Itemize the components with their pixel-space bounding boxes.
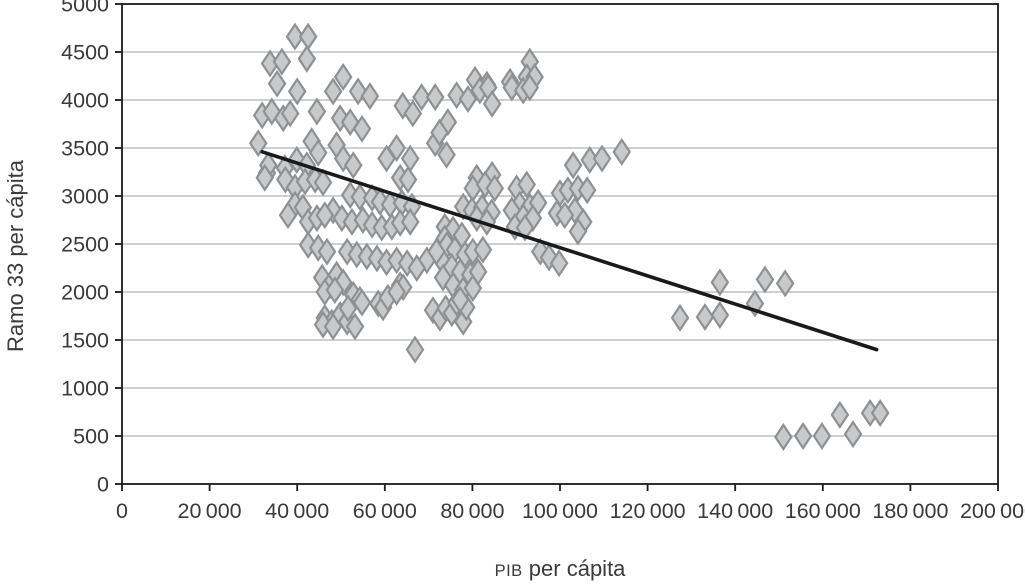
data-point-diamond	[775, 269, 795, 298]
data-point-diamond	[333, 62, 353, 91]
data-point-diamond	[405, 335, 425, 364]
x-axis-title: PIB per cápita	[122, 556, 998, 582]
y-axis-title: Ramo 33 per cápita	[3, 160, 28, 352]
data-point-diamond	[710, 268, 730, 297]
data-point-diamond	[338, 294, 358, 323]
x-tick-label: 160 000	[785, 499, 861, 523]
data-point-diamond	[343, 151, 363, 180]
y-tick-label: 1000	[61, 377, 109, 401]
data-point-diamond	[272, 47, 292, 76]
y-tick-label: 500	[73, 425, 109, 449]
y-tick-label: 0	[97, 473, 109, 497]
y-tick-label: 3500	[61, 137, 109, 161]
data-point-diamond	[458, 85, 478, 114]
x-tick-label: 40 000	[265, 499, 329, 523]
data-point-diamond	[843, 420, 863, 449]
data-point-diamond	[482, 89, 502, 118]
data-point-diamond	[577, 176, 597, 205]
data-point-diamond	[323, 77, 343, 106]
data-point-diamond	[695, 302, 715, 331]
data-point-diamond	[485, 174, 505, 203]
y-tick-label: 2500	[61, 233, 109, 257]
data-point-diamond	[400, 144, 420, 173]
data-point-diamond	[450, 285, 470, 314]
data-point-diamond	[793, 422, 813, 450]
x-tick-label: 80 000	[440, 499, 504, 523]
x-tick-label: 60 000	[353, 499, 417, 523]
data-point-diamond	[350, 182, 370, 211]
data-point-diamond	[313, 168, 333, 197]
data-point-diamond	[407, 254, 427, 282]
data-point-diamond	[427, 237, 446, 266]
data-point-diamond	[774, 422, 793, 451]
data-point-diamond	[710, 301, 730, 330]
data-point-diamond	[298, 230, 318, 259]
x-tick-label: 100 000	[522, 499, 598, 523]
data-point-diamond	[267, 69, 287, 98]
data-point-diamond	[387, 278, 406, 306]
x-tick-label: 200 000	[960, 499, 1025, 523]
data-point-diamond	[870, 398, 890, 427]
data-point-diamond	[412, 83, 431, 112]
y-tick-label: 5000	[61, 0, 109, 17]
y-tick-label: 4500	[61, 41, 109, 65]
y-tick-label: 3000	[61, 185, 109, 209]
data-point-diamond	[463, 274, 483, 303]
data-point-diamond	[430, 118, 449, 147]
data-point-diamond	[549, 249, 569, 278]
data-point-diamond	[345, 312, 365, 341]
data-point-diamond	[323, 312, 343, 341]
y-tick-label: 2000	[61, 281, 109, 305]
y-tick-label: 4000	[61, 89, 109, 113]
y-tick-label: 1500	[61, 329, 109, 353]
data-point-diamond	[612, 137, 632, 166]
trend-line	[260, 150, 879, 352]
data-point-diamond	[670, 303, 690, 332]
data-point-diamond	[473, 235, 493, 264]
data-point-diamond	[255, 163, 275, 192]
data-point-diamond	[297, 44, 317, 73]
data-point-diamond	[377, 144, 396, 173]
data-point-diamond	[812, 422, 832, 450]
data-point-diamond	[477, 207, 497, 236]
x-tick-label: 140 000	[697, 499, 773, 523]
data-point-diamond	[425, 83, 445, 112]
data-point-diamond	[502, 73, 522, 102]
x-tick-label: 180 000	[872, 499, 948, 523]
data-point-diamond	[285, 22, 305, 51]
data-point-diamond	[308, 138, 328, 167]
data-point-diamond	[400, 207, 420, 236]
data-point-diamond	[437, 140, 456, 169]
data-point-diamond	[287, 77, 307, 106]
data-point-diamond	[755, 265, 775, 294]
data-point-diamond	[398, 165, 418, 194]
data-point-diamond	[298, 22, 318, 51]
data-point-diamond	[360, 82, 380, 111]
data-point-diamond	[555, 201, 575, 230]
data-point-diamond	[278, 201, 298, 230]
data-point-diamond	[520, 73, 540, 102]
data-point-diamond	[280, 99, 300, 128]
data-point-diamond	[517, 170, 537, 199]
data-point-diamond	[592, 144, 612, 173]
data-point-diamond	[403, 99, 423, 128]
data-point-diamond	[317, 237, 337, 266]
x-axis-title-acronym: PIB	[494, 562, 523, 580]
data-point-diamond	[315, 201, 335, 230]
data-point-diamond	[307, 97, 327, 126]
x-tick-label: 0	[116, 499, 128, 523]
data-point-diamond	[248, 129, 268, 158]
data-point-diamond	[352, 114, 372, 143]
x-tick-label: 20 000	[178, 499, 242, 523]
x-axis-title-rest: per cápita	[522, 556, 626, 581]
data-point-diamond	[830, 400, 850, 429]
data-point-diamond	[568, 217, 588, 246]
data-point-diamond	[563, 151, 583, 180]
x-tick-label: 120 000	[610, 499, 686, 523]
data-point-diamond	[325, 276, 345, 305]
data-point-diamond	[352, 288, 372, 317]
